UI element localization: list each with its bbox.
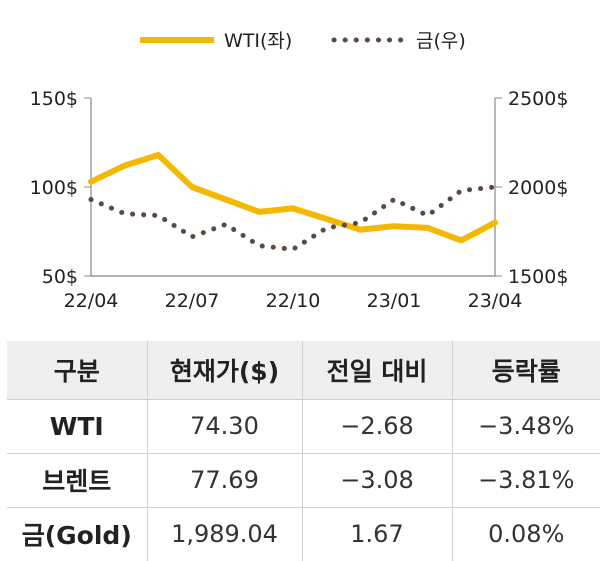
left-tick-label: 50$ (42, 266, 78, 288)
row-price: 74.30 (147, 399, 303, 453)
table-row: 금(Gold) 1,989.04 1.67 0.08% (7, 507, 600, 561)
right-tick-label: 2000$ (508, 177, 568, 199)
x-tick-label: 22/07 (165, 290, 220, 312)
row-rate: −3.48% (478, 412, 575, 440)
price-table: 구분 현재가($) 전일 대비 등락률 WTI 74.30 −2.68 −3.4… (7, 341, 600, 561)
legend-gold-label: 금(우) (416, 30, 466, 52)
row-name: WTI (7, 399, 148, 453)
legend: WTI(좌) 금(우) (140, 30, 466, 52)
series-line-wti (88, 152, 498, 244)
x-tick-label: 22/04 (64, 290, 119, 312)
x-tick-label: 22/10 (266, 290, 321, 312)
left-tick-label: 150$ (30, 88, 78, 110)
right-tick-label: 2500$ (508, 88, 568, 110)
row-change: 1.67 (302, 507, 453, 561)
row-name: 금(Gold) (7, 507, 148, 561)
table-header-row: 구분 현재가($) 전일 대비 등락률 (7, 341, 600, 399)
row-price: 77.69 (147, 453, 303, 507)
row-change: −2.68 (302, 399, 453, 453)
x-tick-label: 23/01 (367, 290, 422, 312)
right-tick-label: 1500$ (508, 266, 568, 288)
row-name: 브렌트 (7, 453, 148, 507)
x-tick-label: 23/04 (468, 290, 523, 312)
row-change: −3.08 (302, 453, 453, 507)
row-rate: 0.08% (488, 520, 565, 549)
table-row: 브렌트 77.69 −3.08 −3.81% (7, 453, 600, 507)
series-layer (88, 152, 498, 252)
left-tick-label: 100$ (30, 177, 78, 199)
header-category: 구분 (7, 341, 148, 399)
row-rate: −3.81% (478, 466, 575, 494)
header-change-rate: 등락률 (491, 356, 561, 386)
legend-wti-label: WTI(좌) (224, 30, 292, 52)
row-price: 1,989.04 (147, 507, 303, 561)
table-row: WTI 74.30 −2.68 −3.48% (7, 399, 600, 453)
price-chart: WTI(좌) 금(우) 150$ 100$ 50$ 2500$ 2000$ 15… (30, 30, 569, 312)
header-current-price: 현재가($) (147, 341, 303, 399)
header-daily-change: 전일 대비 (302, 341, 453, 399)
series-line-gold (88, 184, 498, 252)
